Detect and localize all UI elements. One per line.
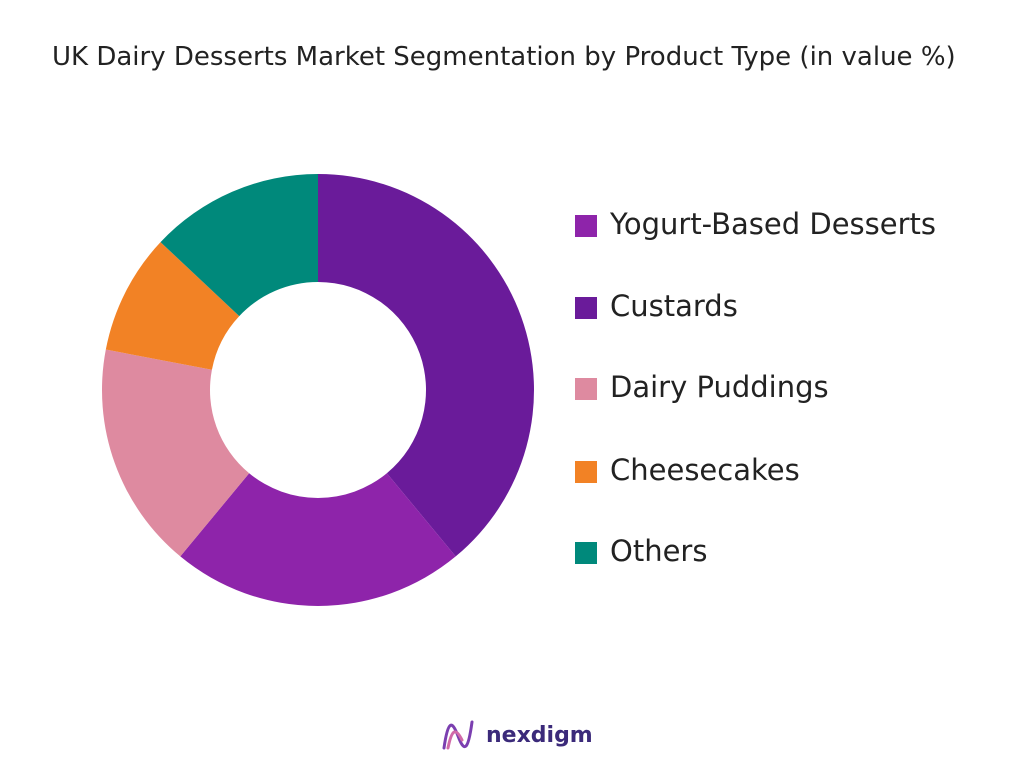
legend-label: Cheesecakes [610,453,800,487]
legend-swatch [575,542,597,564]
logo-icon [442,720,474,750]
legend-label: Yogurt-Based Desserts [609,207,936,241]
donut-slice [105,242,240,370]
legend-label: Custards [610,289,738,323]
donut-slice [101,349,250,557]
legend-label: Dairy Puddings [610,370,829,404]
donut-slice [180,473,456,606]
legend-swatch [575,215,597,237]
legend-swatch [575,378,597,400]
donut-slice [318,174,535,557]
brand: nexdigm [486,723,593,748]
legend-swatch [575,461,597,483]
chart-title: UK Dairy Desserts Market Segmentation by… [52,42,956,72]
legend-swatch [575,297,597,319]
legend-label: Others [610,534,707,568]
donut-slice [160,174,318,317]
